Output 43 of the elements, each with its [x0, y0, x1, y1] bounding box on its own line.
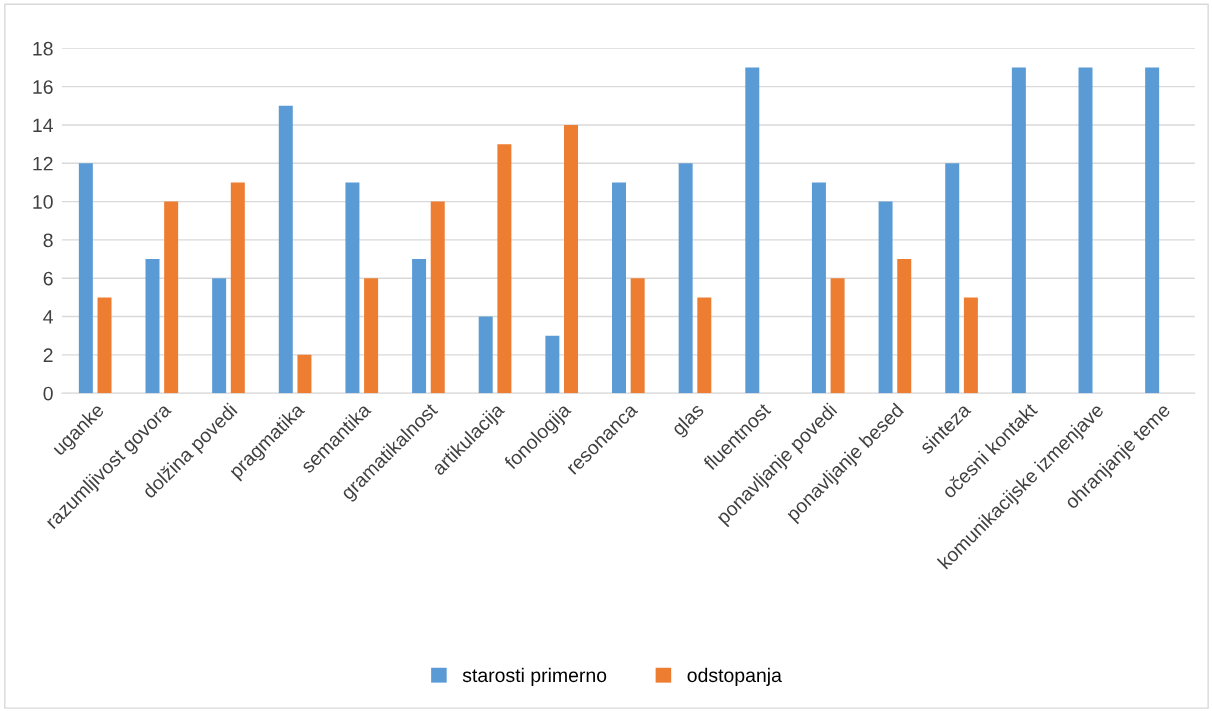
x-tick-label: glas: [670, 402, 708, 439]
bar: [145, 259, 160, 394]
bar: [297, 354, 312, 394]
bar: [878, 201, 893, 394]
y-tick-label: 18: [33, 41, 53, 56]
bar: [630, 278, 645, 394]
bar: [345, 182, 360, 394]
bar: [897, 259, 912, 394]
bar: [745, 67, 760, 394]
y-tick-label: 8: [43, 233, 53, 248]
y-tick-label: 4: [43, 310, 53, 324]
bar: [164, 201, 179, 394]
bar: [697, 297, 712, 394]
bar: [478, 316, 493, 394]
y-tick-label: 16: [33, 80, 53, 94]
bar: [1011, 67, 1026, 394]
bar: [945, 163, 960, 394]
bar: [278, 105, 293, 394]
bar: [97, 297, 112, 394]
bar: [678, 163, 693, 394]
y-tick-label: 0: [43, 386, 53, 401]
bar: [497, 144, 512, 394]
bar: [212, 278, 227, 394]
legend-label: odstopanja: [687, 667, 782, 686]
bar: [545, 335, 560, 394]
y-tick-label: 6: [43, 271, 53, 286]
bar: [811, 182, 826, 394]
y-tick-label: 2: [43, 348, 53, 362]
legend-label: starosti primerno: [462, 667, 607, 686]
bar: [963, 297, 978, 394]
bar: [612, 182, 626, 394]
y-tick-label: 10: [33, 195, 53, 209]
bar: [564, 124, 579, 394]
y-tick-label: 14: [33, 118, 53, 133]
bar: [230, 182, 245, 394]
bar: [430, 201, 445, 394]
y-tick-label: 12: [33, 156, 53, 171]
bar: [78, 163, 93, 394]
bar: [1078, 67, 1093, 394]
bar: [1145, 67, 1160, 394]
bar: [364, 278, 379, 394]
bar: [412, 259, 427, 394]
bar: [830, 278, 845, 394]
